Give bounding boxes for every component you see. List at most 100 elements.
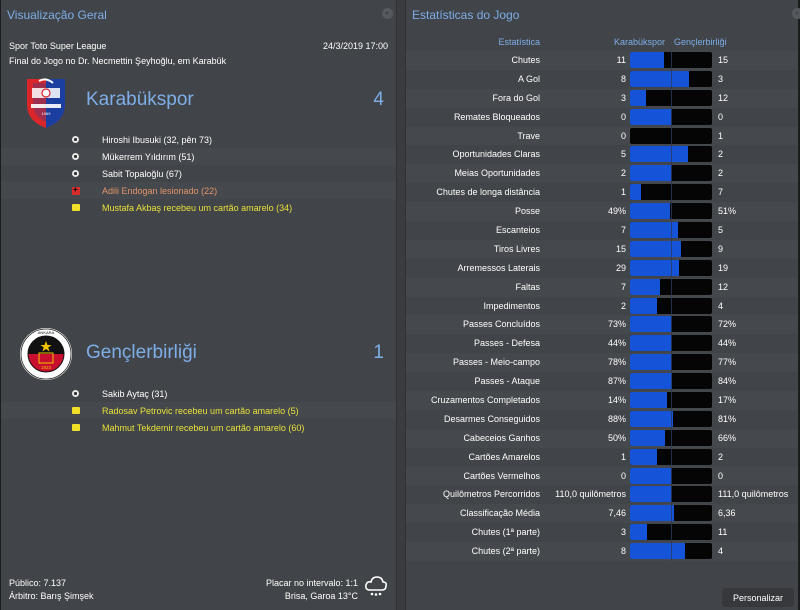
stat-home-bar <box>630 203 671 220</box>
stat-home-bar <box>630 278 661 295</box>
stat-comparison-bar <box>630 429 712 446</box>
stat-comparison-bar <box>630 467 712 484</box>
event-text[interactable]: Radosav Petrovic recebeu um cartão amare… <box>102 405 299 416</box>
stat-comparison-bar <box>630 486 712 503</box>
svg-text:ANKARA: ANKARA <box>38 330 55 335</box>
stat-home-value: 5 <box>620 149 626 160</box>
stat-home-value: 14% <box>607 395 626 406</box>
stat-home-bar <box>630 240 681 257</box>
stat-home-value: 87% <box>607 376 626 387</box>
event-yellow-card: Mustafa Akbaş recebeu um cartão amarelo … <box>1 199 396 216</box>
stat-home-bar <box>630 165 671 182</box>
stat-row: Chutes (2ª parte) 8 4 <box>406 542 798 562</box>
stat-home-value: 0 <box>620 130 626 141</box>
stat-home-bar <box>630 335 671 352</box>
stat-home-bar <box>630 467 671 484</box>
attendance: Público: 7.137 <box>9 578 67 588</box>
column-header-away[interactable]: Gençlerbirliği <box>674 37 727 47</box>
customize-button[interactable]: Personalizar <box>722 588 794 607</box>
stat-home-value: 1 <box>620 187 626 198</box>
stat-comparison-bar <box>630 297 712 314</box>
stat-home-value: 0 <box>620 111 626 122</box>
column-header-stat[interactable]: Estatística <box>498 37 540 47</box>
football-icon <box>72 170 79 177</box>
match-info-right: Placar no intervalo: 1:1 Brisa, Garoa 13… <box>266 577 358 603</box>
stat-comparison-bar <box>630 108 712 125</box>
stat-row: Posse 49% 51% <box>406 202 798 222</box>
stat-row: A Gol 8 3 <box>406 70 798 89</box>
stat-comparison-bar <box>630 127 712 144</box>
referee[interactable]: Árbitro: Barış Şimşek <box>9 591 94 601</box>
stat-comparison-bar <box>630 165 712 182</box>
stat-comparison-bar <box>630 335 712 352</box>
collapse-overview-icon[interactable] <box>382 8 393 19</box>
home-team-header: 1969 Karabükspor 4 <box>1 75 396 130</box>
stat-home-value: 78% <box>607 357 626 368</box>
stat-home-bar <box>630 89 647 106</box>
stat-comparison-bar <box>630 259 712 276</box>
stat-label: Cartões Amarelos <box>468 451 540 462</box>
stat-away-value: 72% <box>718 319 737 330</box>
stat-label: Passes - Defesa <box>473 338 540 349</box>
stat-comparison-bar <box>630 184 712 201</box>
stat-away-value: 15 <box>718 55 729 65</box>
stat-label: Fora do Gol <box>492 92 540 103</box>
genclerbirligi-crest-icon[interactable]: 1923 ANKARA <box>19 327 73 381</box>
stat-label: Chutes (1ª parte) <box>471 527 540 538</box>
stat-home-bar <box>630 505 675 522</box>
stat-comparison-bar <box>630 278 712 295</box>
stat-away-value: 51% <box>718 206 737 217</box>
event-text[interactable]: Mükerrem Yıldırım (51) <box>102 151 195 162</box>
stat-home-value: 7,46 <box>608 508 626 519</box>
stat-row: Remates Bloqueados 0 0 <box>406 108 798 127</box>
stat-home-value: 88% <box>607 413 626 424</box>
stat-home-value: 8 <box>620 546 626 557</box>
stat-row: Fora do Gol 3 12 <box>406 88 798 108</box>
competition-name: Spor Toto Super League <box>9 41 107 51</box>
stat-comparison-bar <box>630 240 712 257</box>
stat-away-value: 17% <box>718 395 737 406</box>
stat-row: Arremessos Laterais 29 19 <box>406 259 798 278</box>
stat-comparison-bar <box>630 543 712 560</box>
svg-text:1969: 1969 <box>42 111 52 116</box>
stat-away-value: 2 <box>718 451 724 462</box>
stat-home-bar <box>630 184 641 201</box>
home-events-list: Hiroshi Ibusuki (32, pên 73) Mükerrem Yı… <box>1 131 396 216</box>
stat-row: Escanteios 7 5 <box>406 221 798 240</box>
event-text[interactable]: Sakib Aytaç (31) <box>102 388 168 399</box>
weather-text: Brisa, Garoa 13°C <box>284 591 358 601</box>
stat-away-value: 11 <box>718 527 728 538</box>
away-team-header: 1923 ANKARA Gençlerbirliği 1 <box>1 327 396 382</box>
stat-home-bar <box>630 486 671 503</box>
stat-row: Chutes (1ª parte) 3 11 <box>406 523 798 542</box>
event-text[interactable]: Hiroshi Ibusuki (32, pên 73) <box>102 134 213 145</box>
away-team-name[interactable]: Gençlerbirliği <box>86 342 197 363</box>
stat-row: Passes - Defesa 44% 44% <box>406 334 798 353</box>
event-goal: Hiroshi Ibusuki (32, pên 73) <box>1 131 396 148</box>
home-team-name[interactable]: Karabükspor <box>86 89 194 110</box>
event-text[interactable]: Mustafa Akbaş recebeu um cartão amarelo … <box>102 202 293 213</box>
stat-home-value: 110,0 quilômetros <box>555 489 626 500</box>
event-text[interactable]: Adili Endogan lesionado (22) <box>102 185 218 196</box>
event-text[interactable]: Mahmut Tekdemir recebeu um cartão amarel… <box>102 422 305 433</box>
stat-away-value: 4 <box>718 546 724 557</box>
panel-splitter[interactable] <box>396 0 406 610</box>
stat-row: Passes - Meio-campo 78% 77% <box>406 353 798 373</box>
stat-comparison-bar <box>630 373 712 390</box>
stat-row: Tiros Livres 15 9 <box>406 239 798 259</box>
stat-row: Impedimentos 2 4 <box>406 297 798 316</box>
stat-comparison-bar <box>630 410 712 427</box>
stat-comparison-bar <box>630 222 712 239</box>
event-text[interactable]: Sabit Topaloğlu (67) <box>102 168 182 179</box>
stat-away-value: 111,0 quilômetros <box>718 489 789 500</box>
football-icon <box>72 390 79 397</box>
column-header-home[interactable]: Karabükspor <box>614 37 666 47</box>
collapse-stats-icon[interactable] <box>792 8 800 19</box>
stat-home-bar <box>630 222 678 239</box>
karabukspor-crest-icon[interactable]: 1969 <box>23 75 69 129</box>
stat-label: Passes - Meio-campo <box>452 357 540 368</box>
stat-comparison-bar <box>630 354 712 371</box>
stat-away-value: 0 <box>718 111 724 122</box>
stat-label: Desarmes Conseguidos <box>443 413 540 424</box>
stat-home-value: 7 <box>620 281 626 292</box>
